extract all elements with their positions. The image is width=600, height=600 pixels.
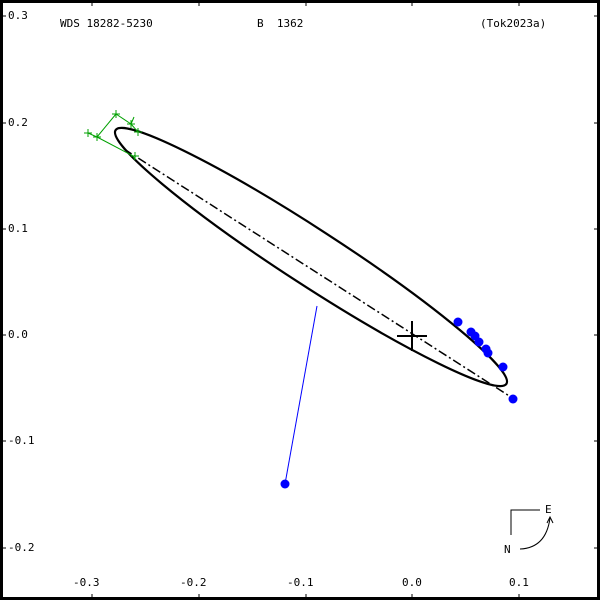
reference-label: (Tok2023a) (480, 17, 547, 30)
x-tick-label: 0.0 (402, 576, 422, 589)
outlier-point (280, 479, 290, 489)
x-tick-label: -0.3 (73, 576, 100, 589)
blue-observations (453, 317, 518, 404)
compass-north-label: N (504, 543, 511, 556)
y-tick-label: 0.1 (8, 222, 28, 235)
x-tick-label: -0.2 (180, 576, 207, 589)
line-of-nodes (123, 148, 515, 400)
y-tick-label: 0.2 (8, 116, 28, 129)
green-observations (84, 110, 142, 161)
x-tick-label: -0.1 (287, 576, 314, 589)
y-tick-label: 0.3 (8, 9, 28, 22)
x-tick-label: 0.1 (509, 576, 529, 589)
y-ticks (3, 15, 597, 549)
x-ticks (91, 3, 520, 597)
primary-star-cross (397, 321, 427, 351)
compass-icon (510, 509, 554, 550)
y-tick-label: 0.0 (8, 328, 28, 341)
y-tick-label: -0.2 (8, 541, 35, 554)
compass-east-label: E (545, 503, 552, 516)
discoverer-label: B 1362 (257, 17, 304, 30)
wds-id-label: WDS 18282-5230 (60, 17, 153, 30)
orbit-ellipse (113, 126, 509, 388)
y-tick-label: -0.1 (8, 434, 35, 447)
residual-line (284, 305, 318, 485)
